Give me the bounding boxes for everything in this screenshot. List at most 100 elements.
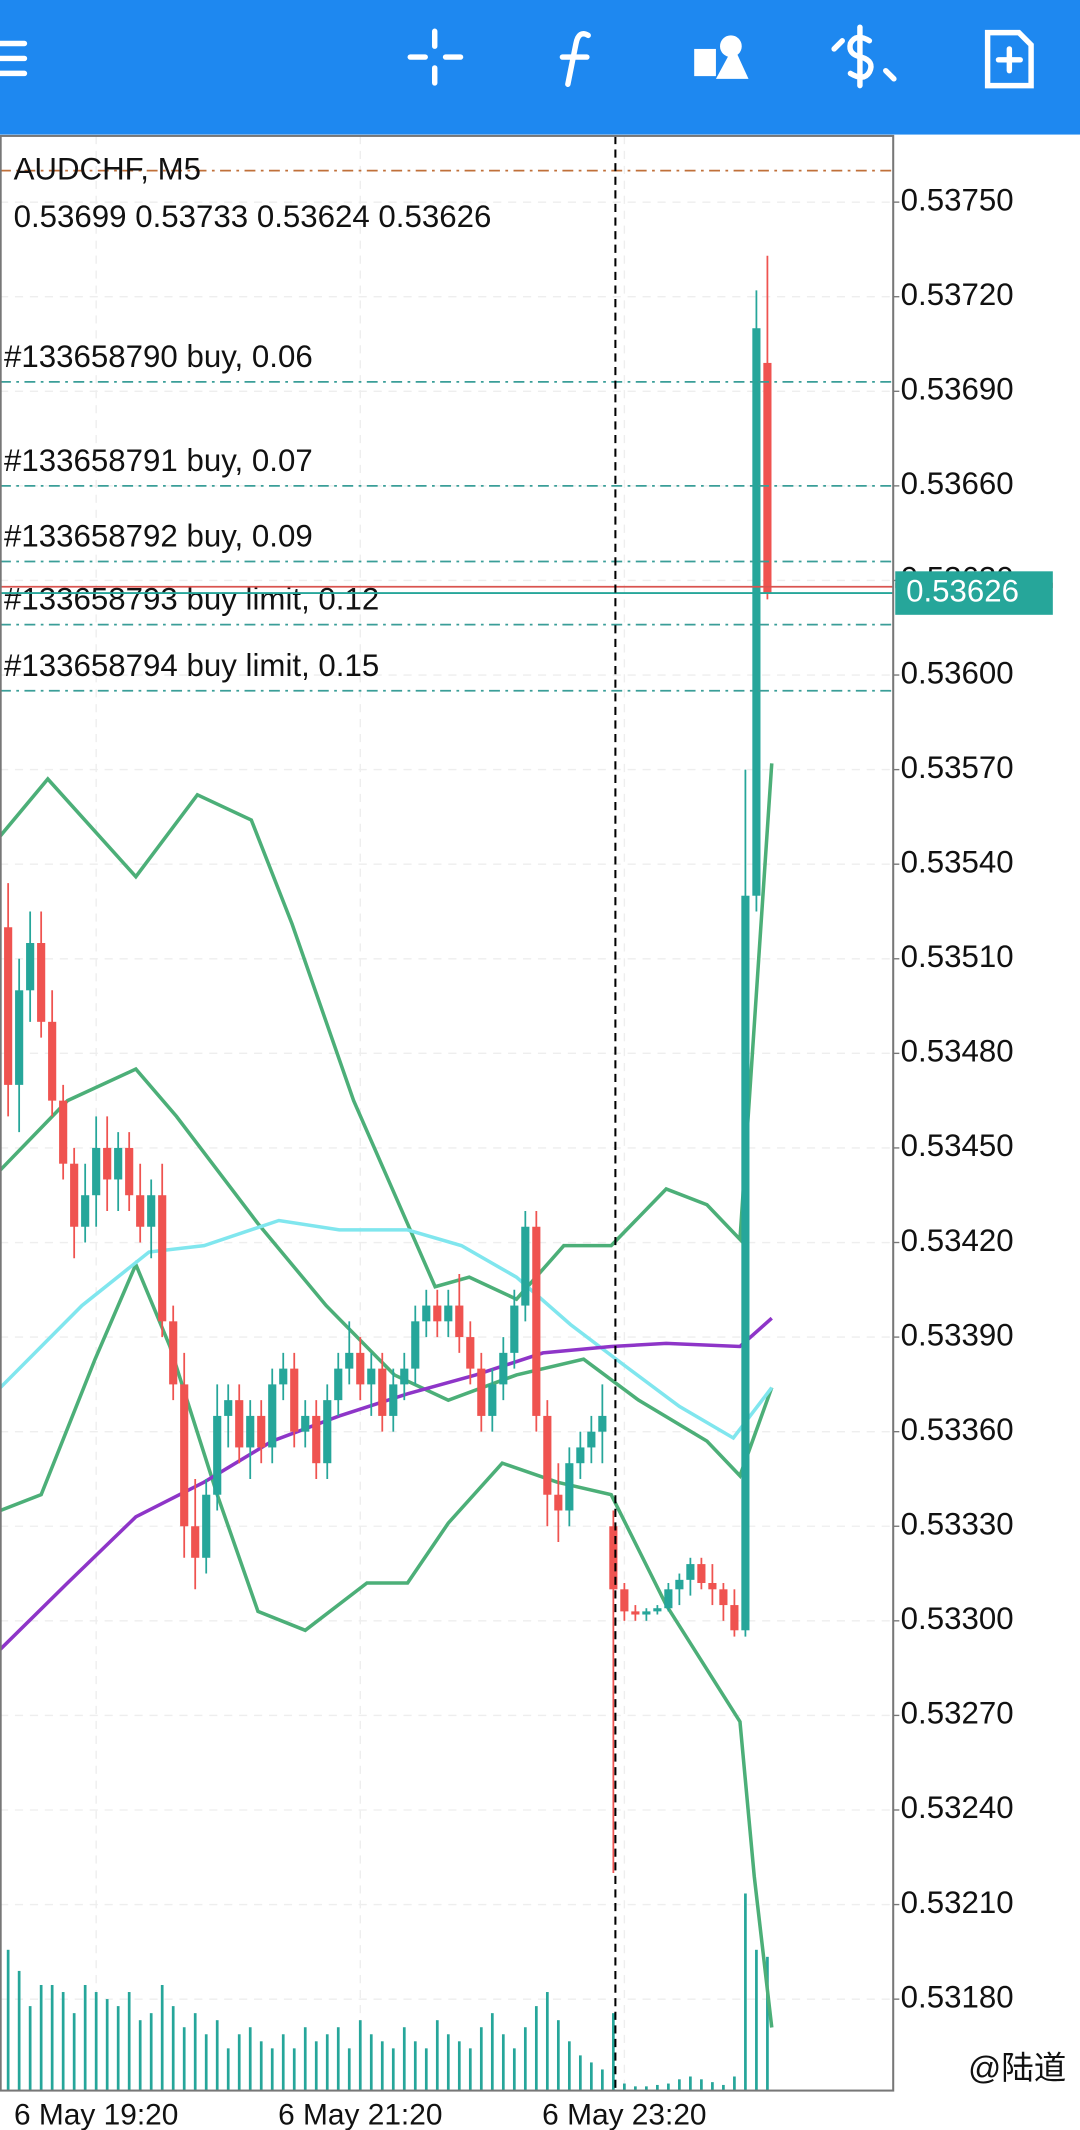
candle-body	[279, 1368, 288, 1385]
candle-body	[488, 1384, 497, 1416]
candle-body	[565, 1463, 574, 1511]
candle-body	[532, 1226, 541, 1416]
y-tick-label: 0.53210	[901, 1885, 1014, 1920]
y-tick-label: 0.53570	[901, 750, 1014, 785]
volume-bar	[83, 1984, 87, 2091]
volume-bar	[479, 2027, 483, 2091]
open-value: 0.53699	[14, 199, 127, 234]
candle-body	[719, 1589, 728, 1606]
candle-body	[180, 1384, 189, 1527]
volume-bar	[72, 2013, 76, 2091]
candle-body	[147, 1195, 156, 1227]
candle-body	[587, 1431, 596, 1448]
volume-bar	[215, 2020, 219, 2091]
y-tick-label: 0.53450	[901, 1128, 1014, 1163]
watermark: @陆道	[968, 2049, 1066, 2086]
volume-bar	[336, 2027, 340, 2091]
plot-area: #133658790 buy, 0.06 #133658791 buy, 0.07…	[0, 135, 893, 2091]
menu-button[interactable]	[0, 40, 28, 77]
crosshair-button[interactable]	[407, 28, 464, 86]
candle-body	[697, 1564, 706, 1584]
candle-body	[37, 943, 46, 1022]
volume-bar	[391, 2048, 395, 2091]
volume-bar	[744, 1893, 747, 2091]
candle-body	[477, 1368, 486, 1416]
order-label: #133658794 buy limit, 0.15	[4, 648, 379, 683]
volume-bar	[402, 2027, 406, 2091]
trade-button[interactable]	[831, 24, 897, 89]
y-tick-label: 0.53480	[901, 1034, 1014, 1069]
candle-body	[664, 1589, 673, 1609]
order-label: #133658792 buy, 0.09	[4, 519, 313, 554]
volume-bar	[534, 2006, 538, 2091]
volume-bar	[17, 1970, 21, 2091]
volume-bar	[94, 1992, 98, 2091]
volume-bar	[446, 2034, 450, 2091]
volume-bar	[413, 2041, 417, 2091]
candle-body	[70, 1163, 79, 1227]
volume-bar	[435, 2020, 439, 2091]
volume-bar	[292, 2048, 296, 2091]
x-tick-label: 6 May 19:20	[14, 2098, 178, 2130]
volume-bar	[226, 2048, 230, 2091]
volume-bar	[634, 2086, 637, 2091]
indicator-line	[0, 1316, 773, 1651]
candle-body	[125, 1147, 134, 1196]
candle-body	[576, 1447, 585, 1464]
candle-body	[158, 1195, 167, 1322]
volume-bar	[711, 2082, 714, 2091]
candle-body	[268, 1384, 277, 1448]
volume-bar	[358, 2020, 362, 2091]
y-tick-label: 0.53330	[901, 1506, 1014, 1541]
volume-bar	[468, 2048, 472, 2091]
indicators-button[interactable]	[559, 31, 591, 87]
new-order-button[interactable]	[984, 29, 1034, 89]
candle-body	[400, 1368, 409, 1385]
candle-body	[235, 1400, 244, 1448]
volume-bar	[457, 2041, 461, 2091]
volume-bar	[259, 2041, 263, 2091]
volume-bar	[656, 2084, 659, 2091]
candle-body	[81, 1195, 90, 1227]
volume-bar	[766, 1956, 769, 2091]
volume-bar	[380, 2041, 384, 2091]
y-tick-label: 0.53240	[901, 1790, 1014, 1825]
candle-body	[499, 1352, 508, 1385]
candle-body	[367, 1368, 376, 1385]
objects-button[interactable]	[694, 35, 749, 79]
candle-body	[620, 1589, 629, 1612]
candle-body	[609, 1526, 618, 1590]
candle-body	[598, 1415, 607, 1432]
candle-body	[257, 1415, 266, 1448]
volume-bar	[578, 2055, 582, 2091]
toolbar	[0, 0, 1080, 135]
volume-bar	[567, 2041, 571, 2091]
volume-bar	[39, 1984, 43, 2091]
candle-body	[345, 1352, 354, 1369]
y-tick-label: 0.53360	[901, 1412, 1014, 1447]
candle-body	[301, 1415, 310, 1432]
order-label: #133658791 buy, 0.07	[4, 443, 313, 478]
volume-bar	[612, 2013, 615, 2091]
indicator-line	[0, 1260, 774, 2028]
candle-body	[213, 1415, 222, 1495]
volume-bar	[171, 2006, 175, 2091]
candle-body	[642, 1611, 651, 1615]
volume-bar	[490, 2013, 494, 2091]
y-tick-label: 0.53420	[901, 1223, 1014, 1258]
volume-bar	[149, 2013, 153, 2091]
volume-bar	[61, 1992, 65, 2091]
candle-body	[708, 1583, 717, 1590]
candle-body	[554, 1494, 563, 1511]
y-tick-label: 0.53660	[901, 466, 1014, 501]
y-tick-label: 0.53750	[901, 182, 1014, 217]
high-value: 0.53733	[135, 199, 248, 234]
x-tick-label: 6 May 21:20	[278, 2098, 442, 2130]
candle-body	[92, 1147, 101, 1196]
y-tick-label: 0.53540	[901, 844, 1014, 879]
candle-body	[48, 1021, 57, 1101]
plot-border	[0, 134, 895, 2092]
y-tick-label: 0.53270	[901, 1696, 1014, 1731]
candle-body	[455, 1305, 464, 1338]
candle-body	[422, 1305, 431, 1322]
